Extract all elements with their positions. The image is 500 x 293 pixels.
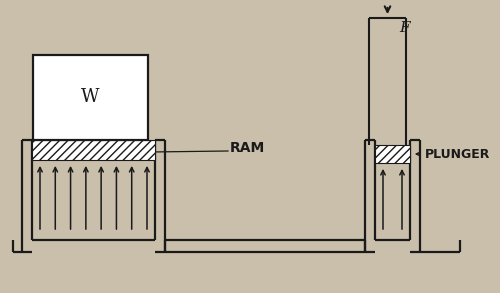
Text: W: W bbox=[81, 88, 100, 106]
Text: F: F bbox=[400, 21, 410, 35]
Bar bbox=[375, 145, 410, 163]
Bar bbox=[33, 55, 148, 140]
Text: PLUNGER: PLUNGER bbox=[425, 147, 490, 161]
Bar bbox=[32, 140, 155, 160]
Text: RAM: RAM bbox=[230, 141, 265, 155]
